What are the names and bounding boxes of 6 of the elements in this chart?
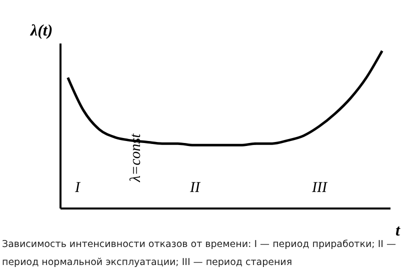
annotation: III bbox=[312, 180, 327, 197]
annotation: I bbox=[75, 180, 80, 197]
x-axis-title: t bbox=[396, 222, 400, 240]
y-axis-title: λ(t) bbox=[30, 22, 53, 40]
text: Зависимость интенсивности отказов от времени: I — период приработки; II — период нормальной эксплуатации; III — период старения bbox=[2, 238, 397, 270]
annotation: II bbox=[190, 180, 200, 197]
